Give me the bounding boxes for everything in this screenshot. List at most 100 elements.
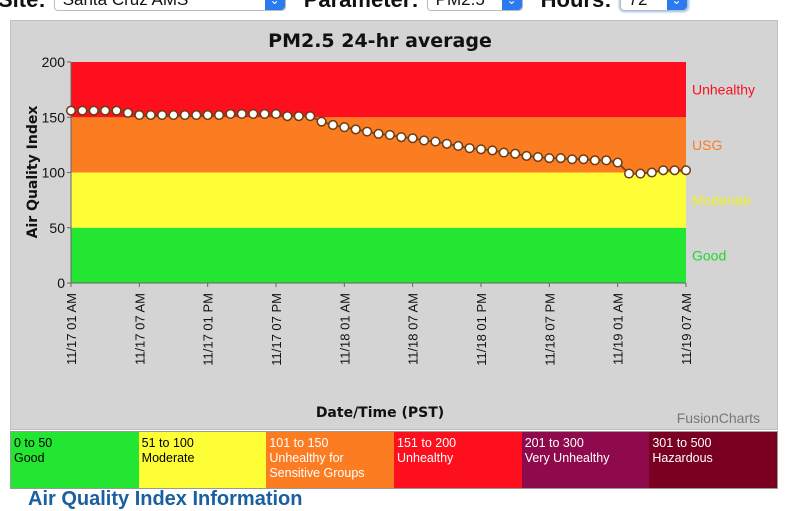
legend-range: 151 to 200 [397, 436, 457, 450]
data-point [396, 132, 407, 143]
data-point [327, 119, 338, 131]
hours-value: 72 [629, 0, 648, 10]
data-point [532, 151, 543, 163]
legend-range: 301 to 500 [652, 436, 712, 450]
x-tick-label: 11/17 01 AM [64, 293, 79, 365]
data-point [225, 108, 236, 119]
data-point [544, 153, 555, 164]
data-point [191, 109, 202, 121]
data-point [179, 109, 190, 121]
data-point [555, 153, 566, 164]
x-tick-label: 11/18 01 AM [337, 293, 352, 365]
y-axis-title: Air Quality Index [25, 106, 41, 239]
data-point [282, 111, 293, 122]
parameter-value: PM2.5 [436, 0, 485, 10]
legend-label: Moderate [141, 451, 195, 465]
x-tick-label: 11/17 01 PM [201, 293, 216, 366]
band-label: Unhealthy [692, 82, 755, 98]
legend-cell: 301 to 500 Hazardous [649, 432, 778, 488]
x-tick-label: 11/17 07 AM [132, 293, 147, 365]
data-point [658, 165, 669, 176]
y-tick-label: 0 [57, 275, 65, 291]
data-point [122, 107, 133, 118]
hours-select[interactable]: 72 ⌄ [619, 0, 688, 11]
data-point [430, 136, 441, 147]
data-point [475, 144, 487, 155]
legend-cell: 201 to 300 Very Unhealthy [521, 432, 650, 488]
data-point [453, 140, 464, 152]
legend-cell: 0 to 50 Good [11, 432, 139, 488]
data-point [293, 111, 304, 122]
data-point [111, 105, 122, 116]
aqi-chart: Good Moderate USG Unhealthy 0 50 100 150 200 11/1… [25, 30, 760, 426]
legend-range: 201 to 300 [524, 436, 584, 450]
band-moderate [71, 172, 686, 228]
data-point [680, 165, 692, 176]
x-tick-label: 11/18 07 PM [542, 293, 557, 366]
data-point [248, 108, 259, 119]
legend-label: Unhealthy for Sensitive Groups [269, 451, 365, 480]
data-point [339, 122, 350, 133]
data-point [134, 109, 145, 121]
controls-bar: Site: Santa Cruz AMS⌄ Parameter: PM2.5⌄ … [0, 0, 706, 14]
chevron-down-icon: ⌄ [264, 0, 285, 10]
chart-title: PM2.5 24-hr average [268, 30, 492, 52]
legend-label: Hazardous [652, 451, 713, 465]
band-label: Moderate [692, 192, 751, 208]
data-point [236, 108, 247, 119]
data-point [305, 111, 316, 122]
y-tick-label: 200 [42, 54, 66, 70]
legend-cell: 151 to 200 Unhealthy [394, 432, 522, 488]
data-point [521, 150, 532, 161]
legend-range: 101 to 150 [269, 436, 329, 450]
legend-label: Good [14, 451, 45, 465]
legend-label: Very Unhealthy [524, 451, 610, 465]
legend-range: 51 to 100 [141, 436, 194, 450]
data-point [464, 143, 475, 154]
x-tick-label: 11/17 07 PM [269, 293, 284, 366]
data-point [669, 165, 680, 176]
legend-cell: 51 to 100 Moderate [138, 432, 267, 488]
parameter-select[interactable]: PM2.5 ⌄ [426, 0, 523, 11]
data-point [441, 138, 452, 149]
data-point [498, 147, 509, 158]
data-point [362, 126, 373, 137]
hours-label: Hours: [541, 0, 612, 13]
data-point [316, 116, 327, 127]
data-point [259, 108, 270, 119]
data-point [100, 105, 111, 116]
x-tick-label: 11/19 07 AM [679, 293, 694, 365]
data-point [157, 109, 168, 121]
chevron-down-icon: ⌄ [666, 0, 687, 10]
aqi-legend: 0 to 50 Good 51 to 100 Moderate 101 to 150 Un… [10, 431, 778, 489]
band-label: USG [692, 137, 722, 153]
data-point [624, 168, 635, 179]
aqi-info-link[interactable]: Air Quality Index Information [28, 488, 303, 510]
x-tick-label: 11/18 07 AM [406, 293, 421, 365]
data-point [384, 129, 395, 140]
data-point [578, 154, 589, 165]
site-value: Santa Cruz AMS [63, 0, 189, 10]
data-point [589, 155, 600, 166]
y-tick-label: 100 [42, 165, 66, 181]
legend-cell: 101 to 150 Unhealthy for Sensitive Groups [266, 432, 395, 488]
site-select[interactable]: Santa Cruz AMS ⌄ [53, 0, 286, 11]
site-label: Site: [0, 0, 46, 13]
x-axis-title: Date/Time (PST) [316, 405, 444, 421]
data-point [612, 157, 623, 168]
legend-label: Unhealthy [397, 451, 454, 465]
data-point [65, 105, 77, 116]
y-tick-label: 150 [42, 109, 66, 125]
data-point [373, 128, 384, 139]
data-point [214, 109, 225, 121]
chevron-down-icon: ⌄ [501, 0, 522, 10]
x-tick-label: 11/19 01 AM [611, 293, 626, 365]
data-point [601, 155, 612, 166]
y-tick-label: 50 [49, 220, 65, 236]
data-point [646, 167, 657, 178]
data-point [145, 109, 156, 121]
data-point [77, 105, 88, 116]
legend-range: 0 to 50 [14, 436, 53, 450]
x-tick-label: 11/18 01 PM [474, 293, 489, 366]
data-point [567, 154, 578, 165]
